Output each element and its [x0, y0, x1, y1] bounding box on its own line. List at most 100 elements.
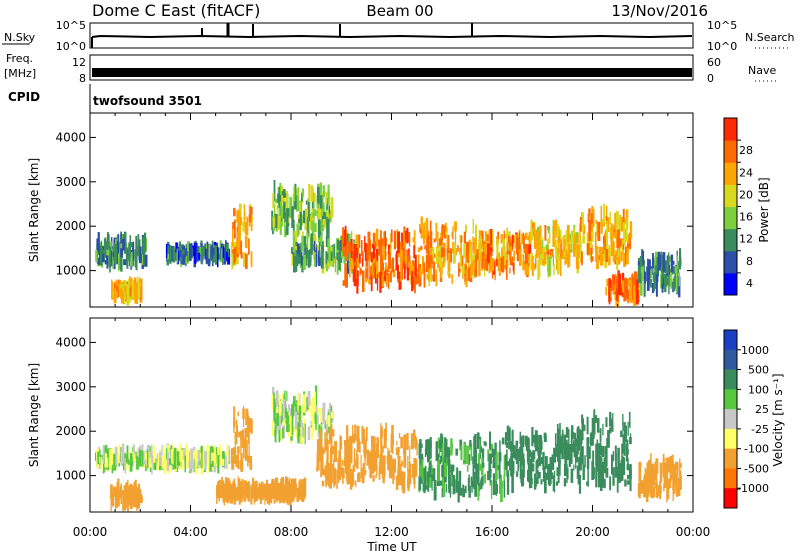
echo-mark: [281, 392, 284, 402]
echo-mark: [502, 258, 506, 265]
echo-mark: [436, 231, 439, 248]
echo-mark: [557, 249, 560, 259]
cpid-value: twofsound 3501: [93, 94, 202, 108]
echo-mark: [272, 387, 275, 406]
echo-mark: [296, 253, 299, 263]
echo-mark: [97, 257, 100, 265]
echo-mark: [208, 243, 211, 259]
echo-mark: [532, 224, 535, 233]
echo-mark: [322, 468, 326, 476]
echo-mark: [401, 436, 404, 448]
echo-mark: [329, 407, 332, 419]
echo-mark: [303, 236, 306, 249]
echo-mark: [295, 241, 298, 247]
echo-mark: [412, 265, 416, 275]
echo-mark: [490, 480, 493, 499]
echo-mark: [372, 232, 376, 243]
echo-mark: [462, 488, 465, 498]
echo-mark: [523, 244, 526, 254]
echo-mark: [514, 449, 517, 456]
echo-mark: [173, 248, 176, 260]
echo-mark: [139, 246, 142, 262]
echo-mark: [382, 455, 386, 477]
echo-mark: [137, 500, 140, 505]
echo-mark: [511, 471, 514, 493]
echo-mark: [452, 225, 454, 237]
echo-mark: [189, 451, 192, 472]
echo-mark: [650, 472, 654, 493]
echo-mark: [567, 467, 569, 480]
echo-mark: [421, 460, 424, 479]
echo-mark: [169, 248, 172, 260]
echo-mark: [413, 429, 416, 441]
echo-mark: [490, 443, 493, 452]
echo-mark: [343, 229, 346, 251]
echo-mark: [326, 212, 329, 221]
echo-mark: [115, 286, 118, 291]
echo-mark: [132, 241, 135, 260]
echo-mark: [314, 223, 317, 233]
echo-mark: [459, 252, 462, 268]
echo-mark: [364, 243, 368, 261]
echo-mark: [453, 243, 456, 264]
echo-mark: [518, 249, 521, 267]
echo-mark: [650, 453, 652, 474]
echo-mark: [303, 247, 306, 259]
echo-mark: [480, 242, 483, 249]
echo-mark: [654, 257, 658, 272]
echo-mark: [356, 258, 360, 268]
echo-mark: [591, 220, 593, 232]
echo-mark: [480, 464, 484, 476]
echo-mark: [280, 478, 282, 496]
echo-mark: [459, 439, 463, 451]
echo-mark: [239, 460, 242, 470]
echo-mark: [346, 425, 349, 447]
echo-mark: [615, 210, 619, 230]
echo-mark: [517, 463, 519, 472]
echo-mark: [654, 482, 658, 488]
echo-mark: [302, 487, 304, 501]
echo-mark: [120, 231, 122, 252]
echo-mark: [137, 234, 140, 253]
echo-mark: [577, 233, 579, 243]
echo-mark: [306, 397, 309, 410]
echo-mark: [136, 457, 139, 470]
echo-mark: [531, 477, 533, 485]
echo-mark: [342, 280, 346, 286]
echo-mark: [550, 472, 554, 479]
echo-mark: [289, 196, 293, 218]
echo-mark: [456, 467, 459, 487]
echo-mark: [319, 195, 323, 209]
echo-mark: [612, 233, 614, 243]
echo-mark: [524, 243, 527, 265]
echo-mark: [591, 417, 594, 432]
echo-mark: [320, 182, 322, 202]
echo-mark: [611, 454, 613, 475]
echo-mark: [444, 234, 447, 239]
y-tick-label: 1000: [55, 469, 86, 483]
echo-mark: [118, 284, 122, 297]
echo-mark: [297, 393, 300, 413]
echo-mark: [481, 458, 483, 469]
echo-mark: [532, 434, 536, 443]
echo-mark: [475, 459, 477, 470]
echo-mark: [474, 438, 477, 454]
echo-mark: [213, 252, 215, 260]
echo-mark: [371, 243, 375, 249]
echo-mark: [488, 453, 492, 472]
echo-mark: [350, 444, 353, 464]
echo-mark: [276, 486, 280, 501]
echo-mark: [226, 252, 229, 261]
echo-mark: [239, 240, 243, 255]
echo-mark: [526, 265, 530, 275]
echo-mark: [356, 454, 359, 459]
echo-mark: [465, 257, 467, 266]
echo-mark: [490, 258, 494, 272]
echo-mark: [567, 224, 570, 243]
echo-mark: [463, 231, 466, 248]
echo-mark: [347, 257, 350, 275]
echo-mark: [570, 468, 574, 483]
echo-mark: [471, 481, 473, 493]
echo-mark: [506, 425, 510, 442]
